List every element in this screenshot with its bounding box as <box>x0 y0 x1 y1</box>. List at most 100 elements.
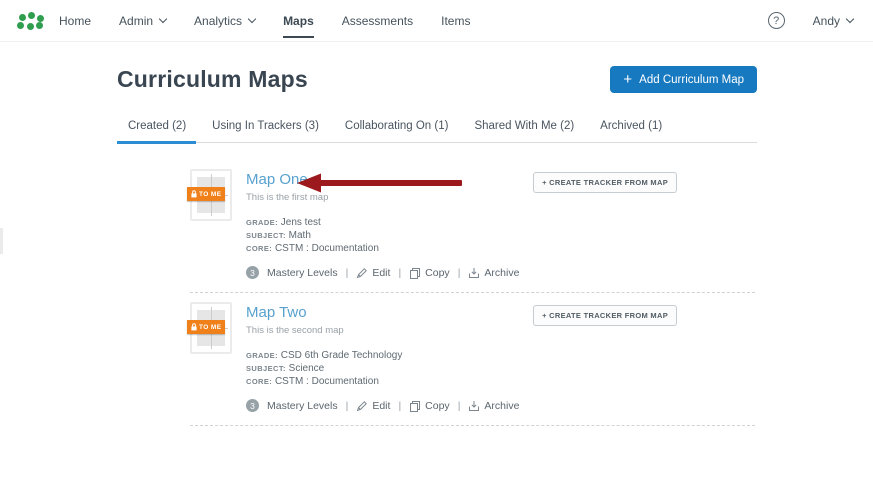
main-content: Curriculum Maps + Add Curriculum Map Cre… <box>116 66 757 426</box>
map-details: Map Two This is the second map GRADE: CS… <box>246 302 533 412</box>
grade-label: GRADE: <box>246 351 278 360</box>
mastery-levels-label: Mastery Levels <box>267 266 338 279</box>
nav-item-maps[interactable]: Maps <box>283 13 314 38</box>
divider: | <box>457 399 461 412</box>
nav-item-label: Items <box>441 13 471 28</box>
map-meta: GRADE: CSD 6th Grade Technology SUBJECT:… <box>246 349 533 388</box>
chevron-down-icon <box>845 14 855 24</box>
nav-item-label: Analytics <box>194 13 243 28</box>
nav-item-label: Maps <box>283 13 314 28</box>
tab-archived[interactable]: Archived (1) <box>600 120 663 132</box>
map-description: This is the second map <box>246 325 344 336</box>
archive-button[interactable]: Archive <box>468 400 519 412</box>
map-actions: 3 Mastery Levels | Edit | Copy | <box>246 266 533 279</box>
map-thumbnail[interactable]: TO ME <box>187 169 234 279</box>
create-tracker-from-map-button[interactable]: + CREATE TRACKER FROM MAP <box>533 305 677 326</box>
divider: | <box>398 266 402 279</box>
chevron-down-icon <box>247 14 257 24</box>
nav-items: Home Admin Analytics Maps Assessments It… <box>59 13 470 38</box>
subject-value: Math <box>288 230 311 241</box>
card-separator <box>190 425 755 426</box>
archive-label: Archive <box>484 399 520 412</box>
tab-collaborating-on[interactable]: Collaborating On (1) <box>344 120 449 132</box>
tab-using-in-trackers[interactable]: Using In Trackers (3) <box>212 120 319 132</box>
lock-icon <box>191 190 197 198</box>
nav-item-label: Home <box>59 13 92 28</box>
copy-label: Copy <box>425 266 450 279</box>
tab-created[interactable]: Created (2) <box>116 120 197 144</box>
badge-label: TO ME <box>199 323 222 331</box>
lock-icon <box>191 323 197 331</box>
locked-to-me-badge: TO ME <box>187 320 226 334</box>
archive-button[interactable]: Archive <box>468 267 519 279</box>
badge-label: TO ME <box>199 190 222 198</box>
page-edge-artifact <box>0 228 3 254</box>
user-name: Andy <box>812 13 840 28</box>
user-menu[interactable]: Andy <box>812 13 855 28</box>
card-separator <box>190 292 755 293</box>
edit-label: Edit <box>372 399 391 412</box>
edit-button[interactable]: Edit <box>356 400 390 412</box>
nav-item-items[interactable]: Items <box>441 14 470 28</box>
nav-right: ? Andy <box>767 12 873 29</box>
nav-item-admin[interactable]: Admin <box>119 13 168 28</box>
subject-label: SUBJECT: <box>246 231 286 240</box>
map-title-link[interactable]: Map One <box>246 171 308 188</box>
mastery-levels-label: Mastery Levels <box>267 399 338 412</box>
edit-button[interactable]: Edit <box>356 267 390 279</box>
map-actions: 3 Mastery Levels | Edit | Copy | <box>246 399 533 412</box>
nav-item-label: Admin <box>119 13 154 28</box>
chevron-down-icon <box>158 14 168 24</box>
core-label: CORE: <box>246 244 273 253</box>
help-icon[interactable]: ? <box>767 12 785 29</box>
map-card: TO ME Map Two This is the second map GRA… <box>187 293 755 412</box>
archive-icon <box>469 267 480 278</box>
copy-label: Copy <box>425 399 450 412</box>
pencil-icon <box>357 400 368 411</box>
copy-icon <box>410 400 421 412</box>
tab-shared-with-me[interactable]: Shared With Me (2) <box>474 120 575 132</box>
core-label: CORE: <box>246 377 273 386</box>
map-details: Map One This is the first map GRADE: Jen… <box>246 169 533 279</box>
grade-value: Jens test <box>280 217 321 228</box>
divider: | <box>398 399 402 412</box>
map-description: This is the first map <box>246 192 329 203</box>
grade-label: GRADE: <box>246 218 278 227</box>
archive-icon <box>469 400 480 411</box>
arrow-shape <box>297 173 462 193</box>
grade-value: CSD 6th Grade Technology <box>280 350 403 361</box>
annotation-arrow <box>297 173 462 193</box>
copy-button[interactable]: Copy <box>409 400 450 412</box>
mastery-count-badge: 3 <box>246 399 259 412</box>
map-list: TO ME Map One This is the first map GRAD… <box>187 143 755 426</box>
subject-label: SUBJECT: <box>246 364 286 373</box>
app-logo-icon[interactable] <box>15 10 45 31</box>
map-title-link[interactable]: Map Two <box>246 304 307 321</box>
nav-item-analytics[interactable]: Analytics <box>194 13 257 28</box>
page-header: Curriculum Maps + Add Curriculum Map <box>117 66 757 93</box>
create-tracker-from-map-button[interactable]: + CREATE TRACKER FROM MAP <box>533 172 677 193</box>
map-thumbnail[interactable]: TO ME <box>187 302 234 412</box>
subject-value: Science <box>288 363 325 374</box>
divider: | <box>457 266 461 279</box>
copy-icon <box>410 267 421 279</box>
map-card: TO ME Map One This is the first map GRAD… <box>187 143 755 279</box>
tab-bar: Created (2) Using In Trackers (3) Collab… <box>116 120 757 144</box>
plus-icon: + <box>623 71 633 88</box>
top-nav: Home Admin Analytics Maps Assessments It… <box>0 0 873 42</box>
archive-label: Archive <box>484 266 520 279</box>
pencil-icon <box>357 267 368 278</box>
mastery-count-badge: 3 <box>246 266 259 279</box>
nav-item-home[interactable]: Home <box>59 14 91 28</box>
add-curriculum-map-button[interactable]: + Add Curriculum Map <box>610 66 757 93</box>
copy-button[interactable]: Copy <box>409 267 450 279</box>
divider: | <box>345 399 349 412</box>
nav-item-label: Assessments <box>341 13 414 28</box>
core-value: CSTM : Documentation <box>274 243 379 254</box>
add-button-label: Add Curriculum Map <box>639 73 744 86</box>
nav-item-assessments[interactable]: Assessments <box>342 14 413 28</box>
map-meta: GRADE: Jens test SUBJECT: Math CORE: CST… <box>246 216 533 255</box>
edit-label: Edit <box>372 266 391 279</box>
core-value: CSTM : Documentation <box>274 376 379 387</box>
divider: | <box>345 266 349 279</box>
